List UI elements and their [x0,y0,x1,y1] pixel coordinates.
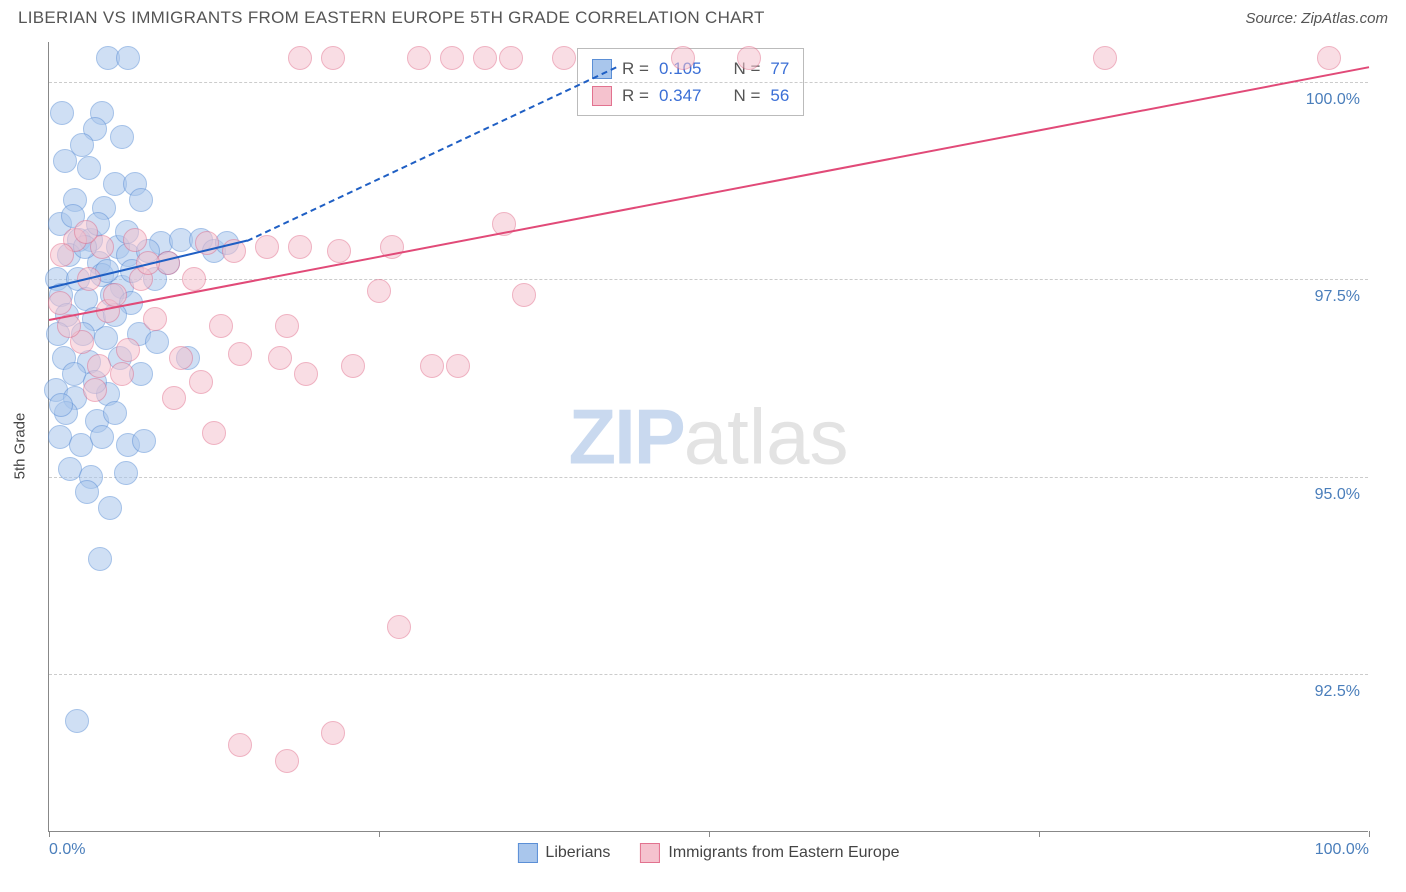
data-point [110,125,134,149]
x-tick-label: 0.0% [49,841,85,859]
source-label: Source: ZipAtlas.com [1245,10,1388,27]
data-point [275,314,299,338]
data-point [48,291,72,315]
data-point [129,188,153,212]
data-point [440,46,464,70]
n-value: 56 [770,82,789,109]
data-point [671,46,695,70]
data-point [87,354,111,378]
data-point [114,461,138,485]
y-tick-label: 95.0% [1315,486,1360,504]
data-point [90,425,114,449]
data-point [255,235,279,259]
legend-swatch [640,843,660,863]
data-point [552,46,576,70]
n-value: 77 [770,55,789,82]
data-point [228,342,252,366]
data-point [74,220,98,244]
data-point [294,362,318,386]
data-point [473,46,497,70]
data-point [288,235,312,259]
data-point [53,149,77,173]
n-label: N = [733,82,760,109]
data-point [162,386,186,410]
data-point [110,362,134,386]
watermark-part1: ZIP [568,392,683,480]
data-point [143,307,167,331]
data-point [98,496,122,520]
y-tick-label: 97.5% [1315,288,1360,306]
data-point [50,243,74,267]
data-point [50,101,74,125]
data-point [123,228,147,252]
data-point [145,330,169,354]
data-point [275,749,299,773]
data-point [387,615,411,639]
data-point [182,267,206,291]
legend-item: Liberians [517,843,610,863]
x-tick [1369,831,1370,837]
x-tick [49,831,50,837]
legend-row: R = 0.347 N = 56 [592,82,789,109]
chart-title: LIBERIAN VS IMMIGRANTS FROM EASTERN EURO… [18,8,765,28]
trend-line-extrapolated [247,66,617,242]
data-point [103,401,127,425]
data-point [1317,46,1341,70]
data-point [189,370,213,394]
gridline [49,279,1368,280]
r-label: R = [622,82,649,109]
y-axis-label: 5th Grade [12,413,29,480]
r-label: R = [622,55,649,82]
data-point [103,283,127,307]
data-point [321,721,345,745]
data-point [499,46,523,70]
data-point [65,709,89,733]
watermark: ZIPatlas [568,391,848,482]
r-value: 0.347 [659,82,702,109]
legend-label: Immigrants from Eastern Europe [668,844,899,862]
watermark-part2: atlas [684,392,849,480]
scatter-chart: ZIPatlas R =0.105N =77R =0.347N =56 Libe… [48,42,1368,832]
data-point [367,279,391,303]
data-point [116,338,140,362]
data-point [88,547,112,571]
data-point [77,156,101,180]
legend-label: Liberians [545,844,610,862]
data-point [446,354,470,378]
gridline [49,674,1368,675]
x-tick [379,831,380,837]
data-point [202,421,226,445]
data-point [1093,46,1117,70]
data-point [268,346,292,370]
y-tick-label: 92.5% [1315,683,1360,701]
legend-swatch [592,86,612,106]
x-tick-label: 100.0% [1315,841,1369,859]
data-point [75,480,99,504]
data-point [327,239,351,263]
data-point [169,346,193,370]
data-point [420,354,444,378]
data-point [83,378,107,402]
legend-item: Immigrants from Eastern Europe [640,843,899,863]
data-point [321,46,345,70]
data-point [49,393,73,417]
series-legend: Liberians Immigrants from Eastern Europe [517,843,899,863]
data-point [407,46,431,70]
data-point [228,733,252,757]
data-point [737,46,761,70]
data-point [288,46,312,70]
gridline [49,82,1368,83]
y-tick-label: 100.0% [1306,91,1360,109]
x-tick [709,831,710,837]
x-tick [1039,831,1040,837]
data-point [116,46,140,70]
data-point [512,283,536,307]
data-point [209,314,233,338]
data-point [132,429,156,453]
data-point [341,354,365,378]
legend-swatch [517,843,537,863]
gridline [49,477,1368,478]
